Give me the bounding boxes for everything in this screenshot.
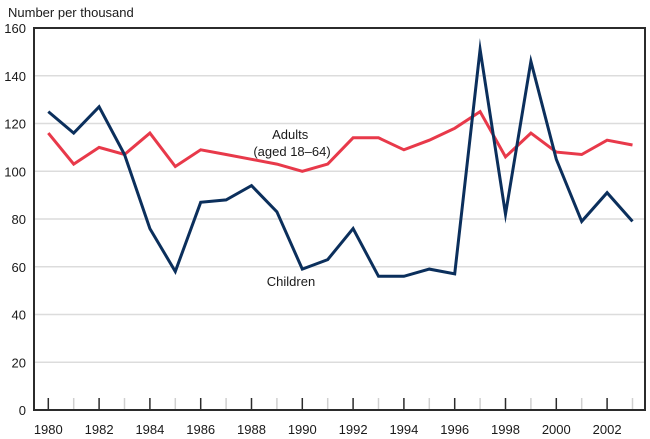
- series-lines: [47, 38, 634, 278]
- y-tick-label: 0: [19, 403, 26, 418]
- x-tick-label: 1998: [491, 422, 520, 437]
- x-axis-tick-labels: 1980 1982 1984 1986 1988 1990 1992 1994 1996 1998…: [34, 422, 622, 437]
- x-tick-label: 1994: [389, 422, 418, 437]
- y-axis-title: Number per thousand: [8, 5, 134, 20]
- gridlines: [34, 75, 645, 363]
- plot-frame: [33, 27, 646, 411]
- y-tick-label: 100: [4, 164, 26, 179]
- x-tick-label: 1986: [186, 422, 215, 437]
- series-line-children: [47, 38, 634, 278]
- x-tick-label: 1996: [440, 422, 469, 437]
- x-tick-label: 2002: [593, 422, 622, 437]
- x-tick-label: 1980: [34, 422, 63, 437]
- x-tick-label: 1984: [135, 422, 164, 437]
- y-tick-label: 60: [12, 260, 26, 275]
- y-tick-label: 160: [4, 21, 26, 36]
- series-line-adults: [47, 109, 633, 173]
- y-tick-label: 20: [12, 355, 26, 370]
- x-axis-ticks: [47, 398, 634, 410]
- adults-label-line1: Adults: [272, 127, 309, 142]
- adults-label-line2: (aged 18–64): [253, 144, 330, 159]
- y-tick-label: 80: [12, 212, 26, 227]
- x-tick-label: 1992: [339, 422, 368, 437]
- y-tick-label: 120: [4, 117, 26, 132]
- x-tick-label: 2000: [542, 422, 571, 437]
- y-tick-label: 140: [4, 69, 26, 84]
- children-series-label: Children: [267, 274, 315, 289]
- x-tick-label: 1988: [237, 422, 266, 437]
- adults-series-label: Adults (aged 18–64): [253, 127, 330, 159]
- x-tick-label: 1990: [288, 422, 317, 437]
- x-tick-label: 1982: [85, 422, 114, 437]
- y-axis-tick-labels: 0 20 40 60 80 100 120 140 160: [4, 21, 26, 418]
- y-tick-label: 40: [12, 308, 26, 323]
